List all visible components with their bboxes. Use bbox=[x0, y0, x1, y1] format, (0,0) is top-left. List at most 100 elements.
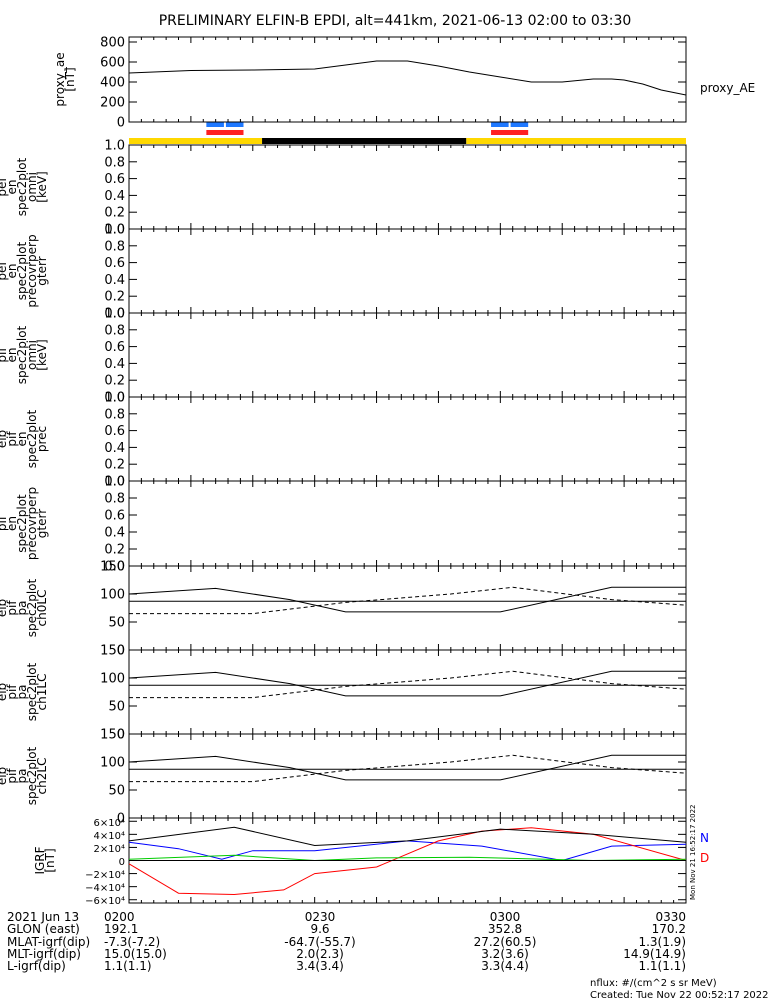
y-axis-label: [nT] bbox=[63, 67, 77, 91]
y-tick-label: 150 bbox=[100, 644, 125, 659]
y-axis-label: gterr bbox=[35, 509, 49, 538]
footer-value: 0230 bbox=[305, 910, 336, 924]
y-tick-label: 1.0 bbox=[104, 307, 125, 322]
blue-indicator bbox=[206, 122, 224, 127]
y-axis-label: spec2plot bbox=[25, 746, 39, 805]
y-tick-label: −6×10⁴ bbox=[85, 896, 125, 907]
y-tick-label: −2×10⁴ bbox=[85, 870, 125, 881]
footer-value: 0330 bbox=[655, 910, 686, 924]
footer-value: 170.2 bbox=[652, 922, 686, 936]
status-bars bbox=[129, 122, 686, 144]
footer-value: 3.3(4.4) bbox=[481, 959, 529, 973]
y-axis-label: pa bbox=[15, 601, 29, 616]
y-tick-label: 1.0 bbox=[104, 223, 125, 238]
y-tick-label: 100 bbox=[100, 672, 125, 687]
y-axis-label: spec2plot bbox=[25, 578, 39, 637]
chart-panels: 8006004002000proxy_ae[nT]1.00.80.60.40.2… bbox=[0, 36, 687, 907]
footer-row-label: MLAT-igrf(dip) bbox=[7, 935, 90, 949]
y-tick-label: 1.0 bbox=[104, 139, 125, 154]
y-tick-label: 150 bbox=[100, 728, 125, 743]
y-tick-label: 0 bbox=[117, 728, 125, 743]
y-axis-label: gterr bbox=[35, 256, 49, 285]
y-tick-label: −4×10⁴ bbox=[85, 883, 125, 894]
y-tick-label: 0.6 bbox=[104, 424, 125, 439]
proxy-ae-legend: proxy_AE bbox=[700, 81, 755, 95]
y-axis-label: prec bbox=[35, 426, 49, 452]
panel-3: 1.00.80.60.40.20.0elbpifenspec2plotomni[… bbox=[0, 307, 687, 406]
y-tick-label: 0.0 bbox=[104, 560, 125, 575]
panel-frame bbox=[128, 733, 687, 819]
series-line-2 bbox=[129, 586, 687, 615]
y-axis-label: ch1LC bbox=[35, 674, 49, 711]
panel-frame bbox=[128, 565, 687, 651]
panel-frame bbox=[128, 649, 687, 735]
y-axis-label: spec2plot bbox=[25, 409, 39, 468]
y-axis-label: pef bbox=[0, 261, 9, 281]
y-tick-label: 0.4 bbox=[104, 189, 125, 204]
y-axis-label: IGRF bbox=[33, 846, 47, 874]
y-tick-label: 0.2 bbox=[104, 206, 125, 221]
y-tick-label: 0.8 bbox=[104, 323, 125, 338]
y-axis-label: pa bbox=[15, 769, 29, 784]
y-tick-label: 800 bbox=[100, 36, 125, 51]
y-axis-label: [keV] bbox=[35, 339, 49, 370]
y-axis-label: pif bbox=[5, 600, 19, 616]
footer-value: -7.3(-7.2) bbox=[104, 935, 160, 949]
series-line-0 bbox=[128, 586, 686, 613]
red-indicator bbox=[206, 130, 244, 135]
y-axis-label: pif bbox=[0, 347, 9, 363]
footer-value: 352.8 bbox=[488, 922, 522, 936]
series-line-2 bbox=[128, 826, 687, 847]
footer-table: 2021 Jun 13 0200 0230 0300 0330 GLON (east) 19… bbox=[7, 910, 686, 973]
footer-value: 3.4(3.4) bbox=[296, 959, 344, 973]
panel-9: 6×10⁴ 4×10⁴ 2×10⁴ 0 −2×10⁴ −4×10⁴ −6×10⁴ IGRF[n… bbox=[33, 817, 687, 907]
y-tick-label: 400 bbox=[100, 76, 125, 91]
side-stamp: Mon Nov 21 16:52:17 2022 bbox=[689, 805, 697, 900]
series-line-2 bbox=[129, 670, 687, 699]
y-tick-label: 50 bbox=[108, 700, 125, 715]
y-tick-label: 200 bbox=[100, 96, 125, 111]
blue-indicator bbox=[225, 122, 244, 127]
y-axis-label: omni bbox=[25, 172, 39, 202]
y-axis-label: elb bbox=[0, 683, 9, 701]
y-tick-label: 0 bbox=[117, 644, 125, 659]
series-line-3 bbox=[128, 854, 687, 862]
y-axis-label: pa bbox=[15, 685, 29, 700]
y-tick-label: 0.8 bbox=[104, 155, 125, 170]
y-tick-label: 0.2 bbox=[104, 458, 125, 473]
y-axis-label: elb bbox=[0, 430, 9, 448]
footer-value: 0300 bbox=[490, 910, 521, 924]
y-axis-label: [nT] bbox=[43, 848, 57, 872]
y-tick-label: 0.2 bbox=[104, 290, 125, 305]
nflux-note: nflux: #/(cm^2 s sr MeV) bbox=[590, 978, 717, 989]
y-tick-label: 1.0 bbox=[104, 391, 125, 406]
status-segment-yellow bbox=[466, 138, 686, 144]
footer-value: 2.0(2.3) bbox=[296, 947, 344, 961]
y-tick-label: 150 bbox=[100, 560, 125, 575]
y-tick-label: 0.2 bbox=[104, 374, 125, 389]
y-axis-label: ch0LC bbox=[35, 590, 49, 627]
y-tick-label: 0.0 bbox=[104, 391, 125, 406]
panel-2: 1.00.80.60.40.20.0elbpefenspec2plotpreco… bbox=[0, 223, 687, 322]
y-tick-label: 0.6 bbox=[104, 256, 125, 271]
y-axis-label: precovrperp bbox=[25, 487, 39, 560]
y-tick-label: 0.4 bbox=[104, 357, 125, 372]
status-segment-yellow bbox=[129, 138, 263, 144]
panel-0: 800 600 400 200 0 proxy_ae[nT] bbox=[53, 36, 687, 131]
panel-frame bbox=[128, 396, 687, 482]
series-line-0 bbox=[128, 754, 686, 781]
y-tick-label: 0.8 bbox=[104, 407, 125, 422]
y-axis-label: pif bbox=[0, 515, 9, 531]
footer-value: 3.2(3.6) bbox=[481, 947, 529, 961]
y-tick-label: 600 bbox=[100, 56, 125, 71]
footer-value: 15.0(15.0) bbox=[104, 947, 167, 961]
panel-frame bbox=[128, 144, 687, 230]
y-axis-label: [keV] bbox=[35, 171, 49, 202]
y-axis-label: elb bbox=[0, 599, 9, 617]
blue-indicator bbox=[510, 122, 529, 127]
y-axis-label: en bbox=[5, 348, 19, 363]
y-tick-label: 0.8 bbox=[104, 492, 125, 507]
y-axis-label: pif bbox=[5, 768, 19, 784]
